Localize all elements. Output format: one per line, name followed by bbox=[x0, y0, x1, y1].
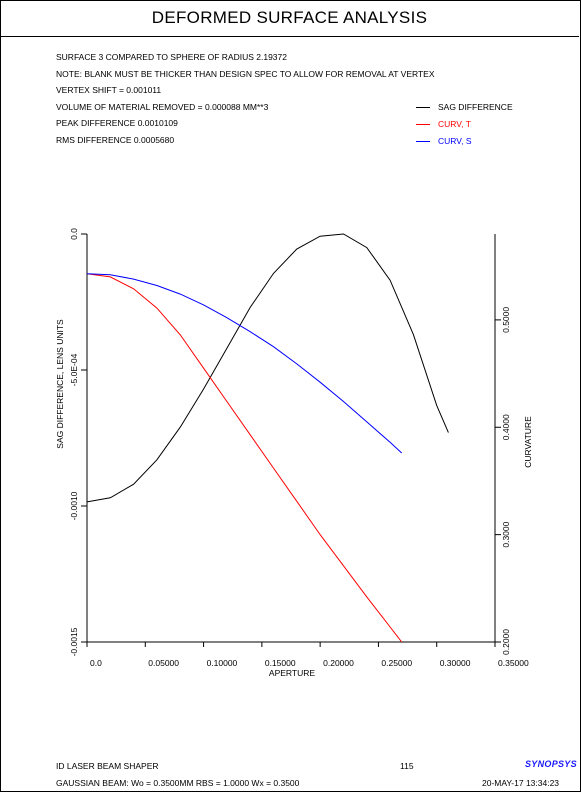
info-surface: SURFACE 3 COMPARED TO SPHERE OF RADIUS 2… bbox=[56, 52, 287, 62]
y-left-tick-label: 0.0 bbox=[69, 228, 79, 240]
y-left-tick-label: -0.0015 bbox=[69, 627, 79, 656]
y-right-tick-label: 0.4000 bbox=[501, 414, 511, 440]
legend-line-curv-t bbox=[416, 124, 430, 125]
y-right-tick-label: 0.2000 bbox=[501, 629, 511, 655]
footer-datetime: 20-MAY-17 13:34:23 bbox=[482, 778, 560, 788]
x-tick-label: 0.25000 bbox=[381, 658, 412, 668]
page-title: DEFORMED SURFACE ANALYSIS bbox=[151, 8, 428, 27]
footer-page-number: 115 bbox=[400, 761, 414, 771]
info-rms-difference: RMS DIFFERENCE 0.0005680 bbox=[56, 135, 175, 145]
footer-beam-params: GAUSSIAN BEAM: Wo = 0.3500MM RBS = 1.000… bbox=[56, 778, 300, 788]
x-tick-label: 0.10000 bbox=[207, 658, 238, 668]
series-line-curv-t bbox=[86, 273, 403, 643]
y-axis-right-label: CURVATURE bbox=[523, 416, 533, 468]
legend-label-curv-s: CURV, S bbox=[438, 136, 472, 146]
y-right-tick-label: 0.3000 bbox=[501, 521, 511, 547]
y-right-tick-label: 0.5000 bbox=[501, 307, 511, 333]
x-tick-label: 0.05000 bbox=[148, 658, 179, 668]
y-left-tick-label: -0.0010 bbox=[69, 491, 79, 520]
info-volume-removed: VOLUME OF MATERIAL REMOVED = 0.000088 MM… bbox=[56, 102, 269, 112]
legend-line-curv-s bbox=[416, 141, 430, 142]
x-tick-label: 0.20000 bbox=[323, 658, 354, 668]
legend-label-sag-difference: SAG DIFFERENCE bbox=[438, 102, 513, 112]
y-left-tick-label: -5.0E-04 bbox=[69, 353, 79, 386]
x-tick-label: 0.30000 bbox=[440, 658, 471, 668]
y-axis-left-label: SAG DIFFERENCE, LENS UNITS bbox=[55, 319, 65, 449]
series-line-sag-difference bbox=[86, 233, 449, 503]
info-peak-difference: PEAK DIFFERENCE 0.0010109 bbox=[56, 118, 178, 128]
title-bar: DEFORMED SURFACE ANALYSIS bbox=[0, 0, 579, 37]
x-tick-label: 0.0 bbox=[90, 658, 102, 668]
legend-label-curv-t: CURV, T bbox=[438, 119, 471, 129]
brand-logo: SYNOPSYS bbox=[525, 759, 577, 769]
x-tick-label: 0.15000 bbox=[265, 658, 296, 668]
x-tick-label: 0.35000 bbox=[498, 658, 529, 668]
info-vertex-shift: VERTEX SHIFT = 0.001011 bbox=[56, 85, 162, 95]
chart-plot-area bbox=[86, 233, 449, 643]
footer-system-name: ID LASER BEAM SHAPER bbox=[56, 761, 159, 771]
series-line-curv-s bbox=[86, 273, 403, 454]
x-axis-label: APERTURE bbox=[269, 668, 315, 678]
legend-line-sag-difference bbox=[416, 107, 430, 108]
chart-axes: 0.0 0.05000 0.10000 0.15000 0.20000 0.25000 0.… bbox=[69, 228, 529, 668]
info-note: NOTE: BLANK MUST BE THICKER THAN DESIGN … bbox=[56, 69, 435, 79]
